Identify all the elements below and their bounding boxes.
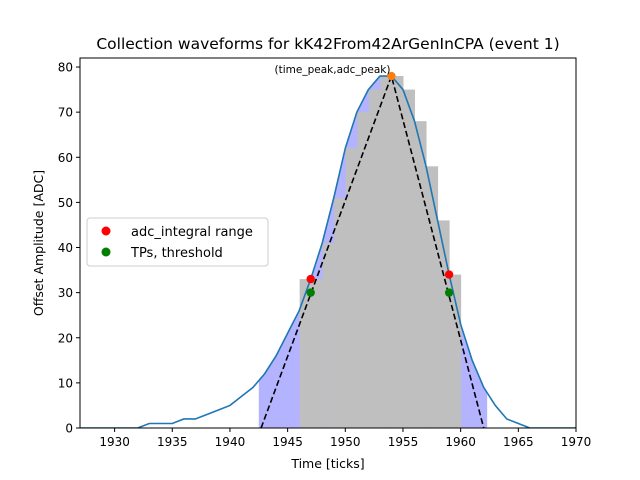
histogram-bar xyxy=(380,76,392,428)
y-tick-label: 80 xyxy=(58,61,73,75)
x-tick-label: 1960 xyxy=(445,435,476,449)
plot-frame xyxy=(79,57,577,429)
x-tick-label: 1955 xyxy=(388,435,419,449)
histogram-bar xyxy=(438,220,450,428)
x-tick-label: 1950 xyxy=(330,435,361,449)
y-tick-label: 40 xyxy=(58,241,73,255)
triangle-fit-line xyxy=(260,73,485,428)
y-tick-label: 50 xyxy=(58,196,73,210)
chart-title: Collection waveforms for kK42From42ArGen… xyxy=(96,35,559,53)
y-axis-label: Offset Amplitude [ADC] xyxy=(31,170,46,316)
y-tick-label: 20 xyxy=(58,331,73,345)
point-adc-integral-range xyxy=(444,270,454,279)
y-tick-label: 10 xyxy=(58,376,73,390)
histogram-bar xyxy=(322,243,335,428)
y-tick-label: 60 xyxy=(58,151,73,165)
histogram-bar xyxy=(426,166,439,428)
y-tick-label: 30 xyxy=(58,286,73,300)
legend-box xyxy=(86,217,269,267)
waveform-line xyxy=(80,75,576,428)
y-tick-label: 0 xyxy=(65,422,73,436)
legend-marker-adc-integral-range xyxy=(101,226,111,236)
histogram-bar xyxy=(357,112,369,428)
point-tps-threshold xyxy=(306,288,315,297)
legend-marker-tps-threshold xyxy=(101,247,111,257)
x-tick-label: 1935 xyxy=(157,435,188,449)
x-tick-label: 1945 xyxy=(272,435,303,449)
histogram-bar xyxy=(391,76,404,428)
legend: adc_integral range TPs, threshold xyxy=(86,217,269,267)
histogram-bar xyxy=(334,197,346,428)
histogram-bar xyxy=(415,121,427,428)
x-tick-label: 1970 xyxy=(561,435,592,449)
histogram-bar xyxy=(368,89,381,428)
legend-label-adc-integral-range: adc_integral range xyxy=(131,225,253,240)
histogram-bar xyxy=(345,148,358,428)
histogram-bar xyxy=(449,274,462,428)
legend-label-tps-threshold: TPs, threshold xyxy=(130,246,223,261)
x-tick-label: 1930 xyxy=(99,435,130,449)
peak-marker xyxy=(387,71,396,81)
y-tick-label: 70 xyxy=(58,106,73,120)
histogram-bar xyxy=(403,89,416,428)
point-tps-threshold xyxy=(444,288,454,297)
x-tick-label: 1965 xyxy=(503,435,534,449)
plot-area xyxy=(80,71,576,428)
axes: (time_peak,adc_peak) 1930 1935 1940 1945 1950… xyxy=(58,61,592,449)
point-adc-integral-range xyxy=(306,274,315,284)
peak-label: (time_peak,adc_peak) xyxy=(275,64,391,76)
histogram-bar xyxy=(311,279,323,428)
histogram-bar xyxy=(299,279,312,428)
x-axis-label: Time [ticks] xyxy=(290,456,364,471)
x-tick-label: 1940 xyxy=(215,435,246,449)
